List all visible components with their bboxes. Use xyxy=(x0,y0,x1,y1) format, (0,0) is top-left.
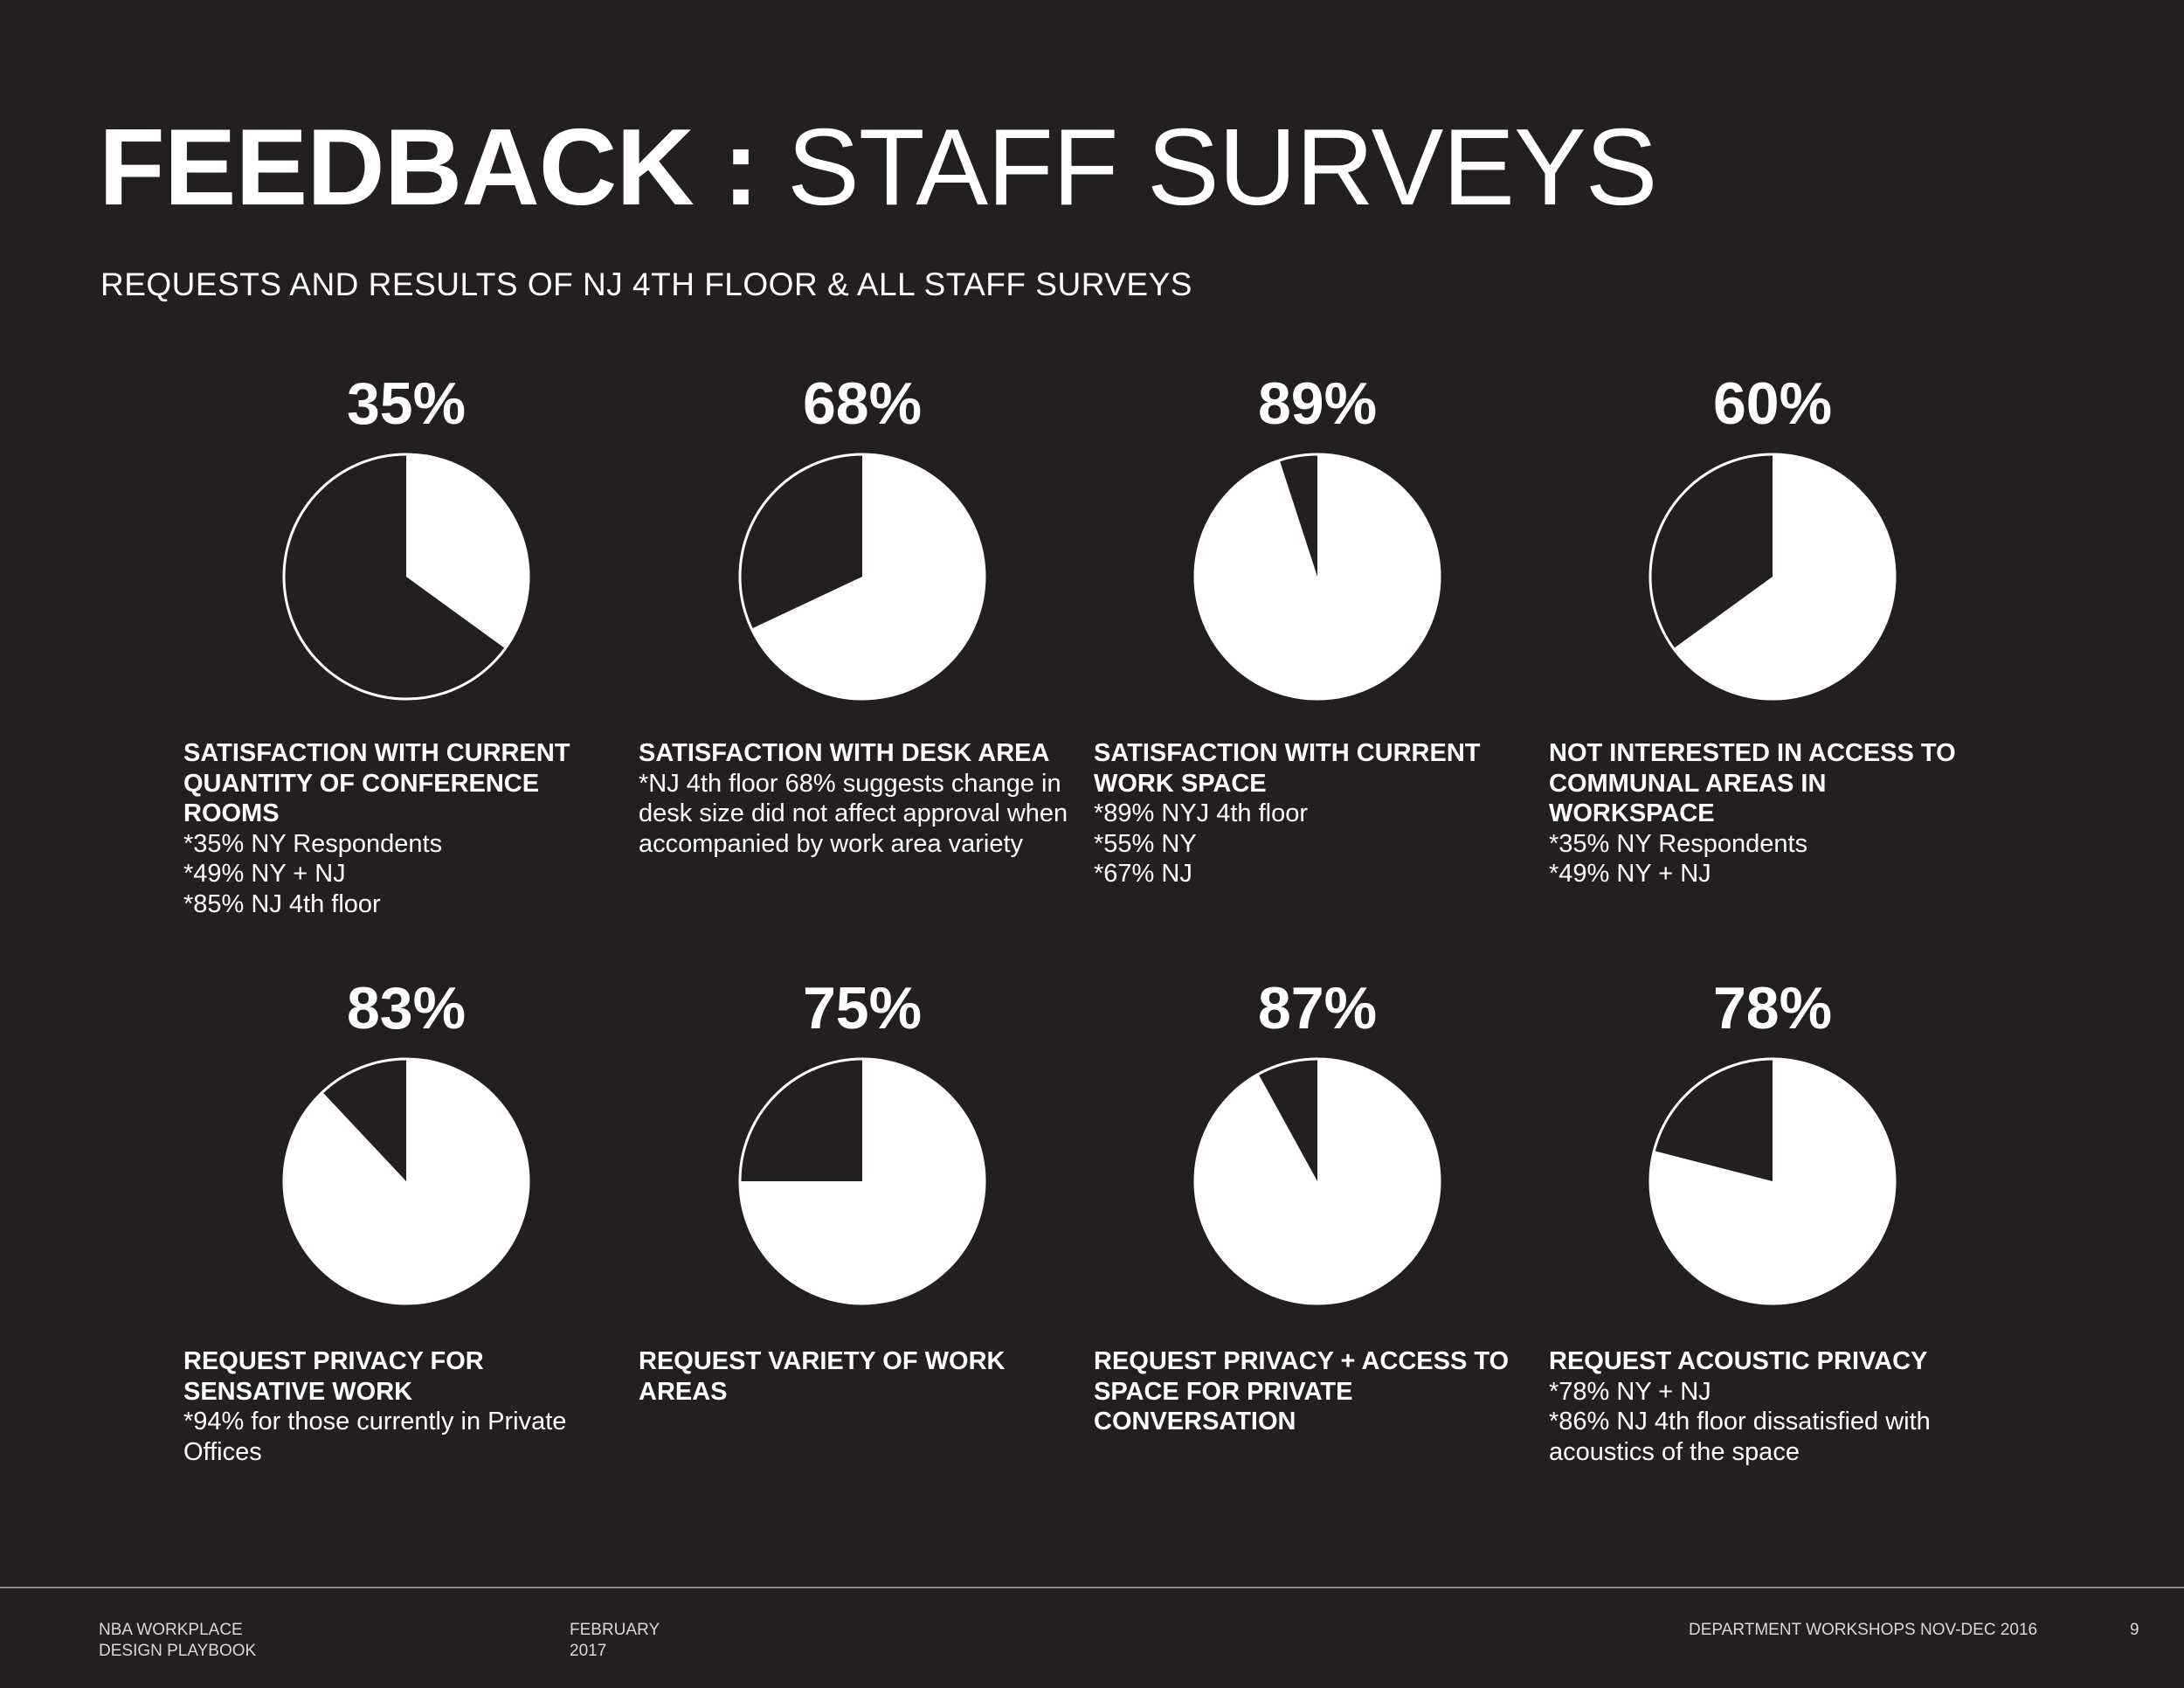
pie-highlight-slice xyxy=(740,1059,985,1304)
pie-note: *67% NJ xyxy=(1094,860,1192,888)
pie-note: *55% NY xyxy=(1094,829,1197,858)
pie-highlight-slice xyxy=(751,454,985,699)
pie-percent-label: 75% xyxy=(802,975,923,1041)
pie-note: accompanied by work area variety xyxy=(639,829,1024,858)
pie-percent-label: 78% xyxy=(1712,975,1833,1041)
pie-note: acoustics of the space xyxy=(1549,1437,1800,1466)
pie-description: SATISFACTION WITH CURRENT QUANTITY OF CO… xyxy=(183,738,629,919)
pie-highlight-slice xyxy=(1673,454,1896,699)
footer-right-text: DEPARTMENT WORKSHOPS NOV-DEC 2016 xyxy=(1689,1621,2038,1639)
pie-description: REQUEST VARIETY OF WORK AREAS xyxy=(639,1346,1084,1407)
pie-highlight-slice xyxy=(1650,1059,1896,1304)
pie-chart xyxy=(738,453,986,701)
pie-highlight-slice xyxy=(1195,1059,1441,1304)
footer-date: FEBRUARY 2017 xyxy=(570,1620,660,1662)
footer-left-line2: DESIGN PLAYBOOK xyxy=(99,1642,257,1660)
footer-divider xyxy=(0,1587,2184,1588)
pie-percent-label: 35% xyxy=(346,370,467,437)
footer-mid-line2: 2017 xyxy=(570,1642,607,1660)
pie-heading: SATISFACTION WITH CURRENT WORK SPACE xyxy=(1094,739,1481,798)
pie-heading: REQUEST PRIVACY FOR SENSATIVE WORK xyxy=(183,1347,484,1406)
page-title: FEEDBACK : STAFF SURVEYS xyxy=(99,114,1657,222)
pie-note: *94% for those currently in Private xyxy=(183,1408,567,1435)
footer-left: NBA WORKPLACE DESIGN PLAYBOOK xyxy=(99,1620,256,1662)
pie-note: *86% NJ 4th floor dissatisfied with xyxy=(1549,1408,1931,1435)
pie-chart xyxy=(1193,1057,1441,1305)
pie-heading: NOT INTERESTED IN ACCESS TO COMMUNAL ARE… xyxy=(1549,739,1956,827)
pie-heading: REQUEST ACOUSTIC PRIVACY xyxy=(1549,1347,1928,1375)
pie-note: *78% NY + NJ xyxy=(1549,1377,1711,1406)
pie-chart xyxy=(1648,1057,1897,1305)
footer-mid-line1: FEBRUARY xyxy=(570,1621,660,1639)
pie-note: *49% NY + NJ xyxy=(1549,860,1711,888)
pie-highlight-slice xyxy=(406,454,529,649)
pie-heading: SATISFACTION WITH CURRENT QUANTITY OF CO… xyxy=(183,739,570,827)
pie-chart xyxy=(738,1057,986,1305)
pie-note: desk size did not affect approval when xyxy=(639,799,1068,827)
pie-chart xyxy=(1648,453,1897,701)
pie-note: *35% NY Respondents xyxy=(1549,829,1808,858)
pie-note: *35% NY Respondents xyxy=(183,829,443,858)
pie-chart xyxy=(282,453,530,701)
page-number: 9 xyxy=(2130,1621,2139,1639)
pie-description: SATISFACTION WITH CURRENT WORK SPACE *89%… xyxy=(1094,738,1539,889)
pie-percent-label: 89% xyxy=(1257,370,1378,437)
pie-description: REQUEST PRIVACY + ACCESS TO SPACE FOR PR… xyxy=(1094,1346,1539,1437)
pie-heading: SATISFACTION WITH DESK AREA xyxy=(639,739,1050,767)
pie-note: *49% NY + NJ xyxy=(183,860,346,888)
pie-note: *NJ 4th floor 68% suggests change in xyxy=(639,769,1061,798)
pie-highlight-slice xyxy=(283,1059,529,1304)
title-light: STAFF SURVEYS xyxy=(787,107,1657,228)
pie-percent-label: 87% xyxy=(1257,975,1378,1041)
pie-note: Offices xyxy=(183,1437,262,1466)
pie-chart xyxy=(282,1057,530,1305)
pie-note: *89% NYJ 4th floor xyxy=(1094,799,1309,827)
pie-description: SATISFACTION WITH DESK AREA *NJ 4th floor… xyxy=(639,738,1084,859)
pie-percent-label: 83% xyxy=(346,975,467,1041)
pie-highlight-slice xyxy=(1194,454,1440,699)
footer-right: DEPARTMENT WORKSHOPS NOV-DEC 2016 xyxy=(1689,1620,2037,1641)
pie-chart xyxy=(1193,453,1441,701)
footer-left-line1: NBA WORKPLACE xyxy=(99,1621,243,1639)
pie-heading: REQUEST VARIETY OF WORK AREAS xyxy=(639,1347,1006,1406)
page-subtitle: REQUESTS AND RESULTS OF NJ 4TH FLOOR & A… xyxy=(100,266,1192,302)
title-bold: FEEDBACK : xyxy=(99,107,759,228)
pie-description: NOT INTERESTED IN ACCESS TO COMMUNAL ARE… xyxy=(1549,738,1994,889)
pie-note: *85% NJ 4th floor xyxy=(183,889,381,918)
pie-percent-label: 68% xyxy=(802,370,923,437)
pie-description: REQUEST PRIVACY FOR SENSATIVE WORK *94% f… xyxy=(183,1346,629,1467)
pie-heading: REQUEST PRIVACY + ACCESS TO SPACE FOR PR… xyxy=(1094,1347,1510,1435)
pie-description: REQUEST ACOUSTIC PRIVACY *78% NY + NJ *86%… xyxy=(1549,1346,1994,1467)
footer-page-number: 9 xyxy=(2130,1620,2139,1641)
pie-percent-label: 60% xyxy=(1712,370,1833,437)
